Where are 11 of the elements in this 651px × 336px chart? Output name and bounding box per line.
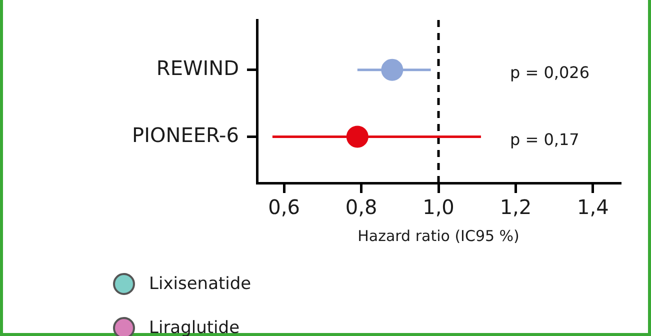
annotation: p = 0,026 [510,63,590,82]
y-tick-label: PIONEER-6 [132,122,239,147]
x-tick-label: 1,4 [577,195,609,220]
y-tick-label: REWIND [156,56,239,80]
x-tick-label: 0,8 [345,195,378,220]
annotation: p = 0,17 [510,130,580,149]
legend-label: Lixisenatide [149,274,252,294]
x-tick-label: 1,0 [422,195,454,220]
x-tick-label: 0,6 [268,195,300,220]
x-axis-title: Hazard ratio (IC95 %) [358,226,520,245]
x-tick-label: 1,2 [500,195,532,220]
